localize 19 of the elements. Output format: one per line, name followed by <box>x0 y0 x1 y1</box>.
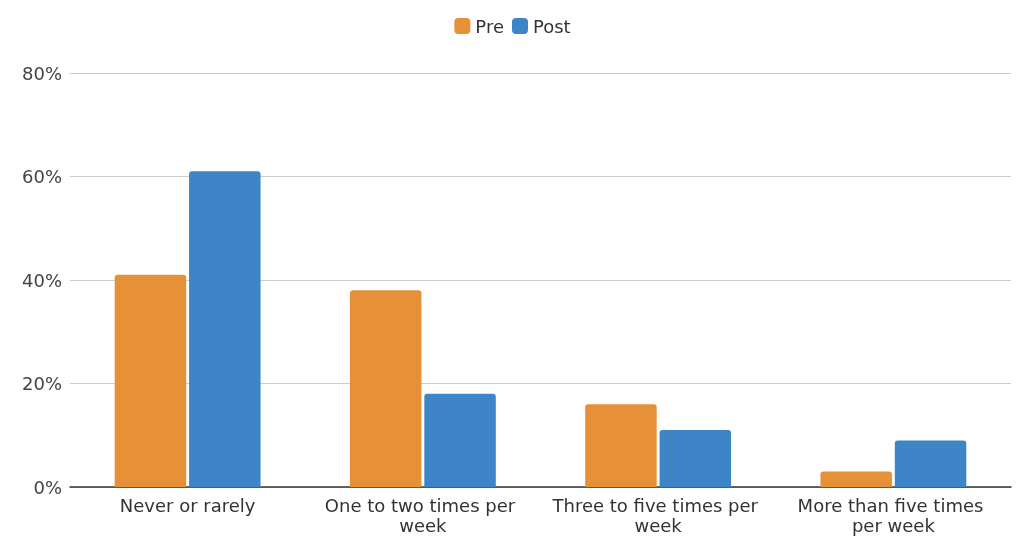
x-tick-label: Three to five times per week <box>551 494 764 536</box>
x-tick-label: One to two times per week <box>324 494 521 536</box>
y-tick-label: 60% <box>21 166 62 187</box>
bar <box>585 404 657 487</box>
y-tick-label: 80% <box>21 62 62 84</box>
bar <box>114 274 187 487</box>
bar <box>424 393 496 487</box>
bar <box>659 430 732 487</box>
x-tick-label: Never or rarely <box>119 494 256 516</box>
bar <box>894 440 967 487</box>
x-tick-label: More than five times per week <box>797 494 990 536</box>
legend-label: Pre <box>475 15 504 37</box>
bar <box>189 171 261 487</box>
y-tick-label: 40% <box>21 269 62 291</box>
bar <box>349 290 422 487</box>
bar <box>820 471 892 487</box>
y-tick-label: 0% <box>33 476 62 498</box>
y-tick-label: 20% <box>21 373 62 394</box>
legend-label: Post <box>532 15 571 37</box>
